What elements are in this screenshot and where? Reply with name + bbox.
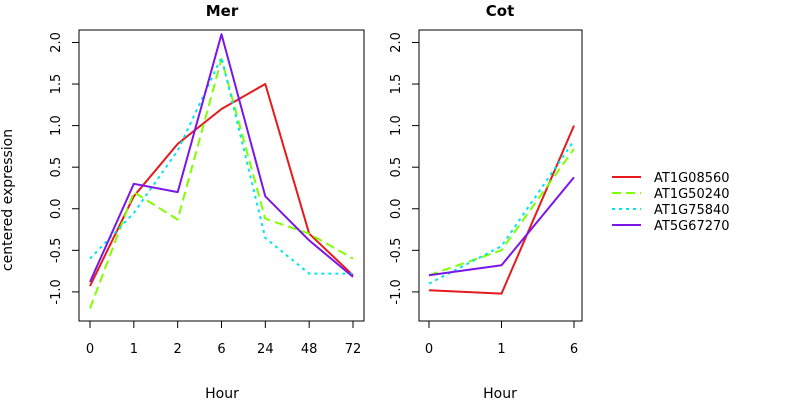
y-tick-label-cot-2: 0.0 — [389, 198, 404, 219]
x-tick-label-mer-1: 1 — [130, 342, 138, 357]
series-line-mer-at1g08560 — [89, 83, 354, 287]
panel-title-cot: Cot — [486, 2, 514, 20]
x-tick-label-cot-0: 0 — [425, 342, 433, 357]
legend-label-at1g08560: AT1G08560 — [654, 171, 730, 186]
y-tick-label-cot-3: 0.5 — [389, 157, 404, 178]
y-tick-label-cot-4: 1.0 — [389, 115, 404, 136]
y-tick-label-mer-6: 2.0 — [49, 32, 64, 53]
x-tick-label-mer-0: 0 — [86, 342, 94, 357]
series-line-cot-at5g67270 — [428, 176, 575, 277]
y-tick-label-cot-6: 2.0 — [389, 32, 404, 53]
y-tick-label-mer-3: 0.5 — [49, 157, 64, 178]
legend-label-at5g67270: AT5G67270 — [654, 219, 730, 234]
series-line-mer-at1g75840 — [89, 56, 353, 275]
y-tick-label-cot-0: -1.0 — [389, 279, 404, 304]
plot-frame-mer — [78, 29, 365, 322]
x-tick-label-mer-6: 6 — [217, 342, 225, 357]
y-tick-label-cot-1: -0.5 — [389, 238, 404, 263]
x-tick-label-mer-72: 72 — [345, 342, 362, 357]
y-axis-title: centered expression — [0, 129, 16, 271]
y-tick-label-cot-5: 1.5 — [389, 74, 404, 95]
y-tick-label-mer-2: 0.0 — [49, 198, 64, 219]
y-tick-label-mer-5: 1.5 — [49, 74, 64, 95]
panel-mer: Mer Hour 0 1 2 6 24 48 72 -1.0 -0.5 0.0 0.5 1.0 1.5 2… — [49, 2, 365, 400]
x-tick-label-mer-24: 24 — [257, 342, 274, 357]
x-axis-title-cot: Hour — [483, 386, 517, 400]
panel-cot: Cot Hour 0 1 6 -1.0 -0.5 0.0 0.5 1.0 1.5 2.0 — [389, 2, 583, 400]
y-tick-label-mer-1: -0.5 — [49, 238, 64, 263]
y-tick-label-mer-0: -1.0 — [49, 279, 64, 304]
plot-frame-cot — [418, 29, 583, 322]
y-tick-label-mer-4: 1.0 — [49, 115, 64, 136]
x-tick-label-cot-6: 6 — [570, 342, 578, 357]
legend-label-at1g50240: AT1G50240 — [654, 187, 730, 202]
series-line-cot-at1g50240 — [428, 148, 575, 277]
x-tick-label-mer-48: 48 — [301, 342, 318, 357]
x-tick-label-cot-1: 1 — [497, 342, 505, 357]
x-tick-label-mer-2: 2 — [174, 342, 182, 357]
legend-label-at1g75840: AT1G75840 — [654, 203, 730, 218]
panel-title-mer: Mer — [206, 2, 239, 20]
series-line-cot-at1g75840 — [428, 140, 575, 285]
series-line-mer-at1g50240 — [89, 58, 354, 309]
series-line-mer-at5g67270 — [89, 33, 354, 283]
x-axis-title-mer: Hour — [205, 386, 239, 400]
